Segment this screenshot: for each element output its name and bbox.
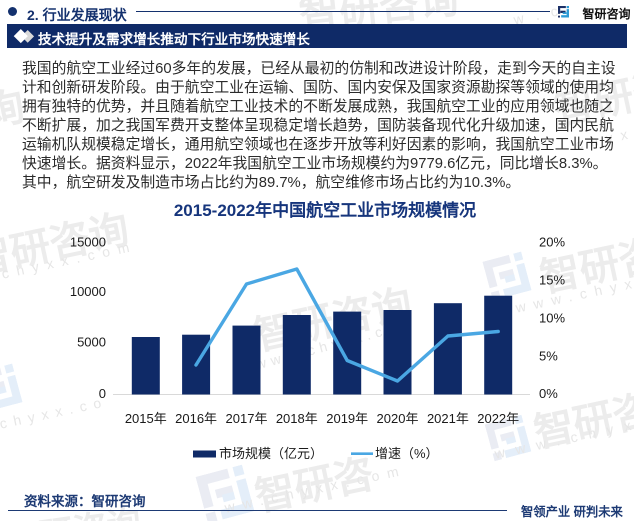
svg-text:10%: 10% xyxy=(539,311,565,326)
svg-text:增速（%）: 增速（%） xyxy=(375,446,439,461)
svg-text:2020年: 2020年 xyxy=(377,411,419,426)
svg-text:2021年: 2021年 xyxy=(427,411,469,426)
svg-text:0%: 0% xyxy=(539,386,558,401)
svg-text:0: 0 xyxy=(99,386,106,401)
svg-text:2017年: 2017年 xyxy=(226,411,268,426)
svg-text:5000: 5000 xyxy=(77,335,106,350)
svg-text:20%: 20% xyxy=(539,235,565,250)
svg-text:2018年: 2018年 xyxy=(276,411,318,426)
svg-text:15000: 15000 xyxy=(70,235,106,250)
svg-text:市场规模（亿元）: 市场规模（亿元） xyxy=(219,446,323,461)
svg-text:2015年: 2015年 xyxy=(125,411,167,426)
svg-text:10000: 10000 xyxy=(70,284,106,299)
svg-text:5%: 5% xyxy=(539,349,558,364)
svg-text:2019年: 2019年 xyxy=(326,411,368,426)
svg-text:15%: 15% xyxy=(539,273,565,288)
svg-text:2016年: 2016年 xyxy=(175,411,217,426)
svg-text:2022年: 2022年 xyxy=(477,411,519,426)
